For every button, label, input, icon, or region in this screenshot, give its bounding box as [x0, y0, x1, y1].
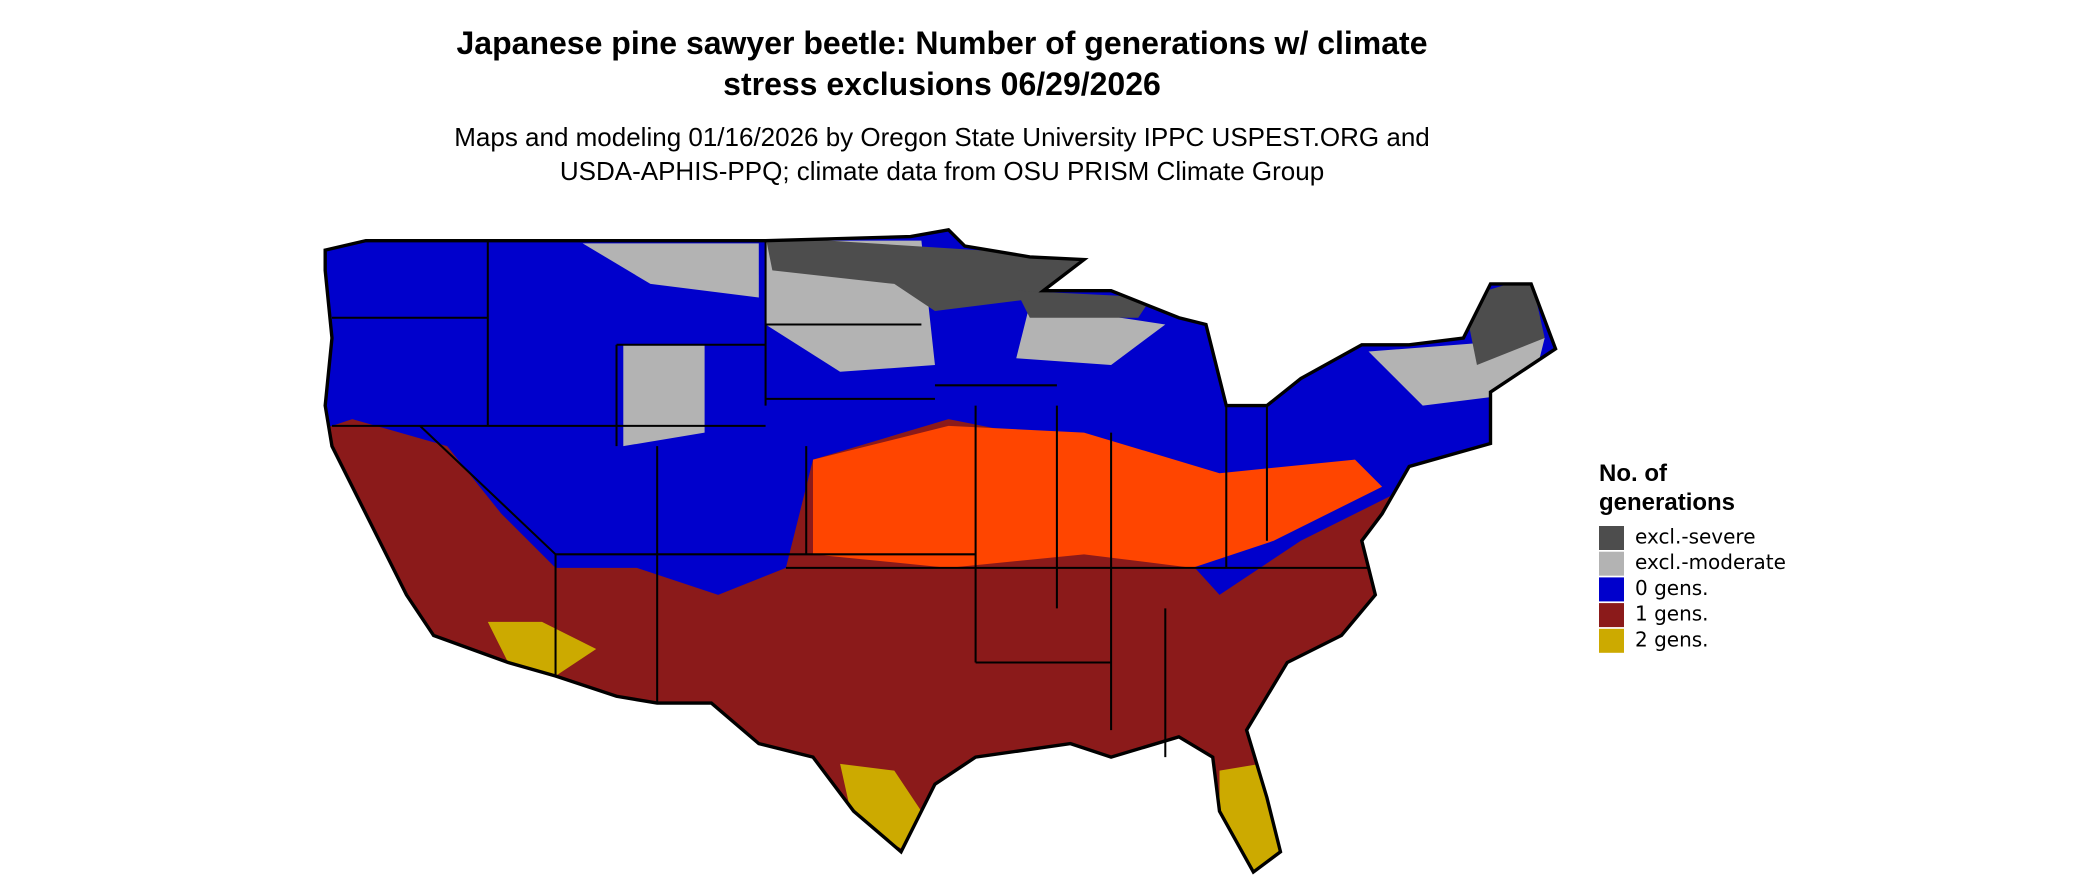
legend-label: excl.-severe: [1635, 525, 1756, 549]
us-map: [323, 228, 1558, 875]
region-transition: [813, 425, 1383, 568]
legend-label: 1 gens.: [1635, 602, 1709, 626]
legend-label: 2 gens.: [1635, 627, 1709, 651]
legend-label: 0 gens.: [1635, 576, 1709, 600]
region-excl-severe: [765, 236, 1084, 311]
text-line: generations: [1599, 489, 1735, 516]
region-2-gen: [840, 763, 922, 852]
subtitle: Maps and modeling 01/16/2026 by Oregon S…: [454, 122, 1430, 186]
legend-title: No. of generations: [1599, 460, 1735, 516]
legend-swatch: [1599, 526, 1624, 550]
legend-swatch: [1599, 551, 1624, 576]
legend-swatch: [1599, 577, 1624, 602]
region-excl-moderate: [623, 344, 705, 447]
legend-swatch: [1599, 628, 1624, 653]
legend-swatch: [1599, 603, 1624, 628]
legend-label: excl.-moderate: [1635, 550, 1786, 574]
region-excl-moderate: [1016, 304, 1166, 366]
state-borders: [323, 228, 1558, 875]
text-line: Maps and modeling 01/16/2026 by Oregon S…: [454, 122, 1430, 152]
region-excl-severe: [1016, 290, 1152, 318]
text-line: stress exclusions 06/29/2026: [723, 66, 1161, 102]
text-line: USDA-APHIS-PPQ; climate data from OSU PR…: [560, 156, 1324, 186]
text-line: Japanese pine sawyer beetle: Number of g…: [457, 25, 1428, 61]
region-excl-moderate: [582, 243, 759, 298]
title: Japanese pine sawyer beetle: Number of g…: [457, 25, 1428, 102]
text-line: No. of: [1599, 460, 1668, 487]
